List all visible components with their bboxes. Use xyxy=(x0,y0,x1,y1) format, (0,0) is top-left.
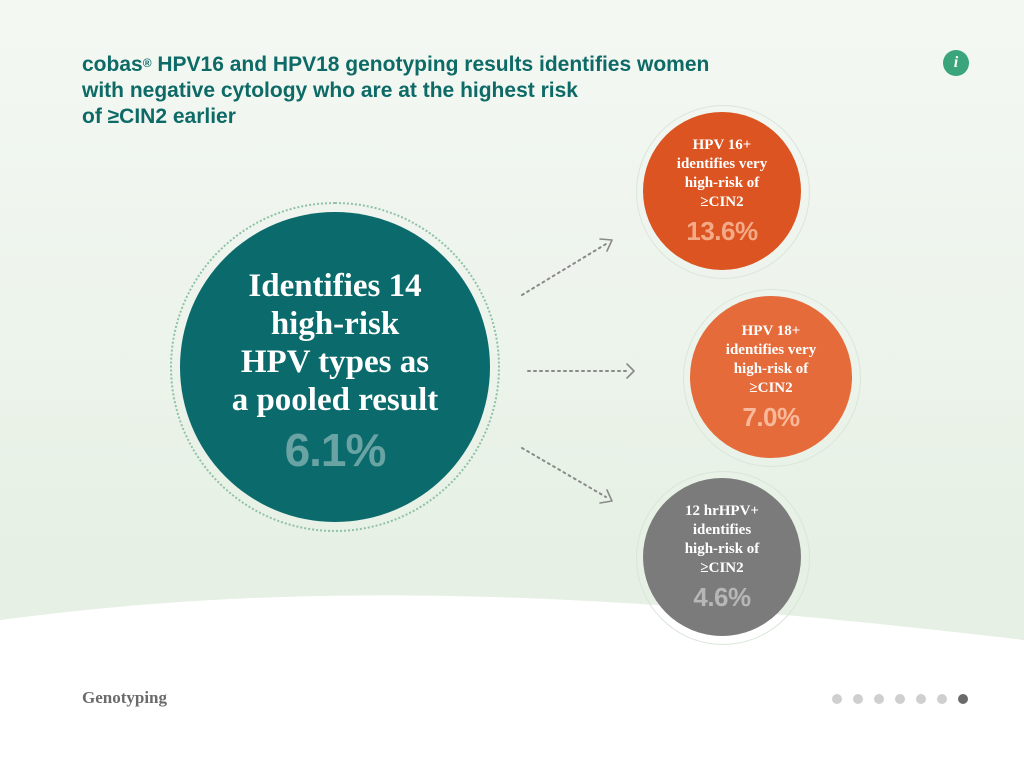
page-dot-3[interactable] xyxy=(874,694,884,704)
page-dot-1[interactable] xyxy=(832,694,842,704)
hrhpv-circle: 12 hrHPV+ identifies high-risk of ≥CIN2 … xyxy=(643,478,801,636)
pooled-label-line: Identifies 14 xyxy=(248,268,422,304)
hrhpv-label-line: identifies xyxy=(692,521,752,538)
hrhpv-value: 4.6% xyxy=(693,581,751,612)
info-icon[interactable]: i xyxy=(943,50,969,76)
page-dot-2[interactable] xyxy=(853,694,863,704)
hrhpv-label-line: 12 hrHPV+ xyxy=(685,502,759,519)
title-brand: cobas xyxy=(82,53,143,76)
main-circle-dotted-ring xyxy=(170,202,500,532)
hpv18-label-line: HPV 18+ xyxy=(741,322,801,339)
page-dot-4[interactable] xyxy=(895,694,905,704)
hrhpv-label-line: high-risk of xyxy=(684,540,760,557)
hpv16-circle-ring xyxy=(636,105,810,279)
hpv16-label: HPV 16+ identifies very high-risk of ≥CI… xyxy=(667,136,777,212)
background-wave xyxy=(0,595,1024,768)
pooled-result-circle: Identifies 14 high-risk HPV types as a p… xyxy=(180,212,490,522)
pooled-label-line: high-risk xyxy=(270,306,400,342)
title-line-1: HPV16 and HPV18 genotyping results ident… xyxy=(151,53,710,76)
pagination-dots xyxy=(832,694,968,704)
hrhpv-label: 12 hrHPV+ identifies high-risk of ≥CIN2 xyxy=(667,502,777,578)
title-line-2: with negative cytology who are at the hi… xyxy=(82,79,578,102)
hpv16-label-line: identifies very xyxy=(676,155,768,172)
hpv18-label-line: high-risk of xyxy=(733,360,809,377)
hpv18-label-line: identifies very xyxy=(725,341,817,358)
hpv18-label: HPV 18+ identifies very high-risk of ≥CI… xyxy=(716,322,826,398)
hpv18-circle: HPV 18+ identifies very high-risk of ≥CI… xyxy=(690,296,852,458)
hpv16-label-line: high-risk of xyxy=(684,174,760,191)
section-label: Genotyping xyxy=(82,688,168,707)
hpv16-label-line: ≥CIN2 xyxy=(700,193,744,210)
pooled-result-label: Identifies 14 high-risk HPV types as a p… xyxy=(215,267,455,419)
hrhpv-label-line: ≥CIN2 xyxy=(700,559,744,576)
hpv18-circle-ring xyxy=(683,289,861,467)
page-dot-6[interactable] xyxy=(937,694,947,704)
registered-mark: ® xyxy=(142,56,152,70)
pooled-result-value: 6.1% xyxy=(284,424,387,476)
title-line-3: of ≥CIN2 earlier xyxy=(82,105,236,128)
page-dot-5[interactable] xyxy=(916,694,926,704)
hrhpv-circle-ring xyxy=(636,471,810,645)
hpv16-value: 13.6% xyxy=(686,215,758,246)
pooled-label-line: HPV types as xyxy=(240,344,430,380)
page-title: cobas® HPV16 and HPV18 genotyping result… xyxy=(82,52,802,130)
hpv16-circle: HPV 16+ identifies very high-risk of ≥CI… xyxy=(643,112,801,270)
pooled-label-line: a pooled result xyxy=(231,382,439,418)
hpv18-label-line: ≥CIN2 xyxy=(749,379,793,396)
hpv18-value: 7.0% xyxy=(742,401,800,432)
page-dot-7[interactable] xyxy=(958,694,968,704)
hpv16-label-line: HPV 16+ xyxy=(692,136,752,153)
